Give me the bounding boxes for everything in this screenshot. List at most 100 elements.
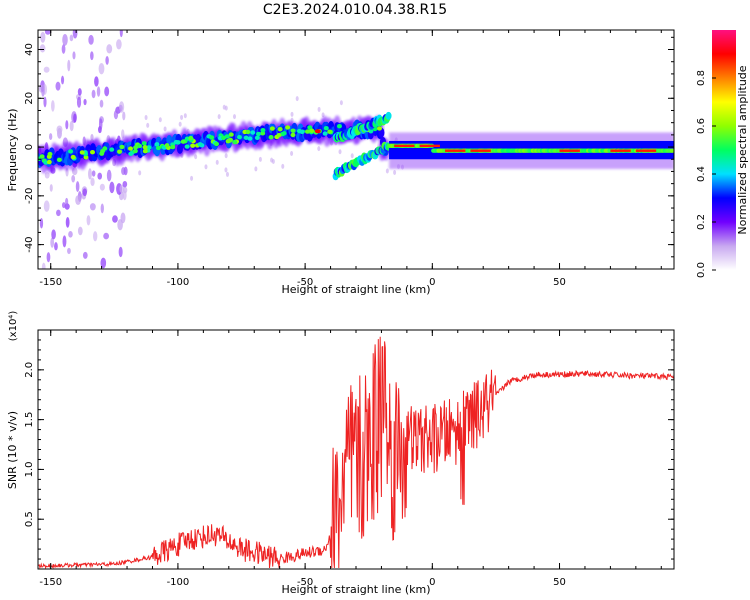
spectrogram-scatter-blob: [73, 113, 77, 123]
spectrogram-scatter-blob: [98, 118, 103, 131]
x-tick-label: 0: [429, 577, 435, 588]
spectrogram-scatter-blob: [224, 105, 228, 111]
spectrogram-peak-blob: [128, 146, 134, 151]
spectrogram-scatter-blob: [46, 252, 51, 263]
spectrogram-scatter-blob: [317, 106, 321, 112]
spectrogram-band-peak: [445, 149, 466, 152]
spectrogram-peak-blob: [221, 135, 227, 141]
spectrogram-scatter-blob: [109, 181, 115, 194]
spectrogram-peak-blob: [188, 135, 194, 141]
spectrogram-scatter-blob: [393, 170, 397, 176]
spectrogram-core-blob: [166, 135, 173, 146]
spectrogram-scatter-blob: [97, 172, 103, 180]
spectrogram-peak-blob: [102, 146, 108, 151]
spectrogram-peak-blob: [119, 144, 125, 150]
snr-y-label: SNR (10 * v/v): [6, 411, 19, 489]
spectrogram-scatter-blob: [72, 30, 78, 39]
spectrogram-scatter-blob: [99, 183, 105, 191]
spectrogram-scatter-blob: [122, 111, 126, 121]
spectrogram-scatter-blob: [96, 86, 101, 97]
spectrogram-peak-blob: [376, 126, 382, 131]
spectrogram-scatter-blob: [55, 81, 61, 91]
spectrogram-scatter-blob: [122, 190, 127, 201]
spectrogram-peak-blob: [256, 131, 262, 137]
x-tick-label: -150: [39, 277, 62, 288]
y-tick-label: 0: [24, 144, 35, 150]
x-tick-label: 50: [553, 577, 566, 588]
spectrogram-scatter-blob: [39, 218, 44, 229]
spectrogram-panel: -150 -100 -50 0 50 -40 -20 0 20 40 Height of str…: [6, 29, 675, 296]
spectrogram-scatter-blob: [105, 56, 109, 65]
spectrogram-peak-blob: [285, 125, 291, 130]
spectrogram-peak-blob: [232, 139, 238, 145]
spectrogram-scatter-blob: [62, 235, 67, 248]
spectrogram-scatter-blob: [71, 175, 76, 183]
y-tick-label: 1.0: [24, 461, 35, 477]
spectrogram-band-peak: [610, 149, 631, 152]
spectrogram-scatter-blob: [77, 88, 82, 96]
spectrogram-peak-blob: [290, 132, 296, 138]
spectrogram-peak-blob: [327, 129, 333, 134]
spectrogram-peak-blob: [142, 149, 148, 154]
spectrogram-peak-blob: [190, 143, 196, 148]
snr-panel: -150 -100 -50 0 50 0.5 1.0 1.5 2.0 Height of st…: [6, 311, 675, 596]
spectrogram-band-peak: [419, 144, 440, 148]
spectrogram-peak-blob: [250, 130, 256, 135]
spectrogram-scatter-blob: [69, 120, 74, 132]
spectrogram-peak-blob: [184, 144, 190, 149]
spectrogram-scatter-blob: [94, 76, 99, 87]
y-tick-label: 2.0: [24, 362, 35, 378]
spectrogram-y-ticks: -40 -20 0 20 40: [24, 36, 674, 270]
spectrogram-heat-layer: [38, 30, 674, 269]
spectrogram-peak-blob: [141, 141, 147, 146]
spectrogram-scatter-blob: [112, 215, 118, 223]
spectrogram-peak-blob: [209, 135, 215, 140]
spectrogram-scatter-blob: [338, 149, 342, 155]
spectrogram-y-label: Frequency (Hz): [6, 109, 19, 192]
spectrogram-peak-blob: [268, 135, 274, 140]
x-tick-label: -150: [39, 577, 62, 588]
spectrogram-band-peak: [635, 149, 657, 152]
spectrogram-scatter-blob: [138, 170, 142, 176]
spectrogram-scatter-blob: [90, 177, 95, 187]
spectrogram-peak-blob: [299, 129, 305, 135]
spectrogram-scatter-blob: [116, 39, 122, 50]
y-tick-label: 1.5: [24, 412, 35, 428]
spectrogram-peak-blob: [155, 145, 161, 151]
spectrogram-scatter-blob: [194, 154, 198, 160]
spectrogram-peak-blob: [142, 145, 148, 150]
spectrogram-peak-blob: [197, 142, 203, 147]
spectrogram-scatter-blob: [106, 44, 113, 54]
spectrogram-scatter-blob: [121, 167, 126, 175]
spectrogram-x-label: Height of straight line (km): [281, 283, 430, 296]
spectrogram-scatter-blob: [103, 232, 110, 240]
spectrogram-scatter-blob: [61, 202, 66, 209]
spectrogram-scatter-blob: [258, 156, 262, 162]
x-tick-label: 50: [553, 277, 566, 288]
spectrogram-scatter-blob: [43, 96, 47, 108]
spectrogram-peak-blob: [247, 136, 253, 141]
spectrogram-scatter-blob: [178, 121, 182, 127]
spectrogram-scatter-blob: [224, 153, 228, 159]
spectrogram-peak-blob: [117, 149, 123, 154]
spectrogram-peak-blob: [269, 126, 275, 131]
spectrogram-scatter-blob: [295, 96, 299, 102]
spectrogram-scatter-blob: [43, 200, 50, 212]
spectrogram-scatter-blob: [51, 229, 56, 240]
spectrogram-peak-blob: [290, 128, 296, 133]
spectrogram-scatter-blob: [113, 110, 119, 120]
spectrogram-scatter-blob: [215, 159, 219, 165]
spectrogram-peak-blob: [173, 139, 179, 145]
y-tick-label: 20: [24, 92, 35, 105]
spectrogram-scatter-blob: [190, 175, 194, 181]
spectrogram-peak-blob: [46, 159, 52, 165]
spectrogram-scatter-blob: [89, 203, 96, 211]
x-tick-label: 0: [429, 277, 435, 288]
spectrogram-scatter-blob: [119, 184, 125, 194]
figure-title: C2E3.2024.010.04.38.R15: [263, 2, 447, 18]
spectrogram-scatter-blob: [225, 171, 229, 177]
y-tick-label: -40: [24, 236, 35, 252]
spectrogram-scatter-blob: [77, 226, 83, 236]
spectrogram-peak-blob: [277, 127, 283, 132]
